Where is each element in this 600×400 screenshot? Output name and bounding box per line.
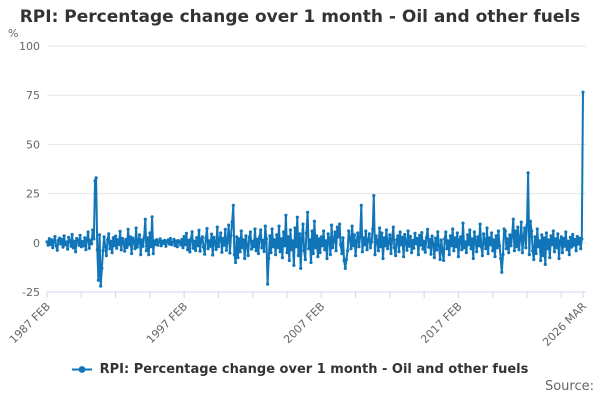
svg-text:100: 100 xyxy=(19,40,40,53)
legend-item[interactable]: RPI: Percentage change over 1 month - Oi… xyxy=(71,362,529,377)
source-label: Source: xyxy=(544,379,594,394)
svg-text:50: 50 xyxy=(26,138,40,151)
legend-line-marker-icon xyxy=(71,366,92,373)
svg-text:2026 MAR: 2026 MAR xyxy=(540,300,589,349)
svg-text:1997 FEB: 1997 FEB xyxy=(144,300,190,346)
gridlines xyxy=(47,45,586,293)
series-line xyxy=(45,90,585,288)
svg-text:75: 75 xyxy=(26,89,40,102)
x-axis-ticks xyxy=(46,292,584,298)
svg-text:1987 FEB: 1987 FEB xyxy=(7,300,53,346)
y-axis-unit-label: % xyxy=(8,27,19,40)
plot-area[interactable]: 100 75 50 25 0 -25 1987 FEB 1997 FEB 2007 FEB 20… xyxy=(0,0,600,350)
chart-title: RPI: Percentage change over 1 month - Oi… xyxy=(19,7,581,27)
svg-text:2007 FEB: 2007 FEB xyxy=(281,300,327,346)
legend: RPI: Percentage change over 1 month - Oi… xyxy=(0,362,600,377)
x-axis-tick-labels: 1987 FEB 1997 FEB 2007 FEB 2017 FEB 2026 MAR xyxy=(7,300,589,349)
svg-text:0: 0 xyxy=(33,237,40,250)
legend-label: RPI: Percentage change over 1 month - Oi… xyxy=(99,362,529,377)
svg-text:2017 FEB: 2017 FEB xyxy=(418,300,464,346)
y-axis-tick-labels: 100 75 50 25 0 -25 xyxy=(19,40,40,299)
svg-text:25: 25 xyxy=(26,188,40,201)
svg-text:-25: -25 xyxy=(22,286,40,299)
